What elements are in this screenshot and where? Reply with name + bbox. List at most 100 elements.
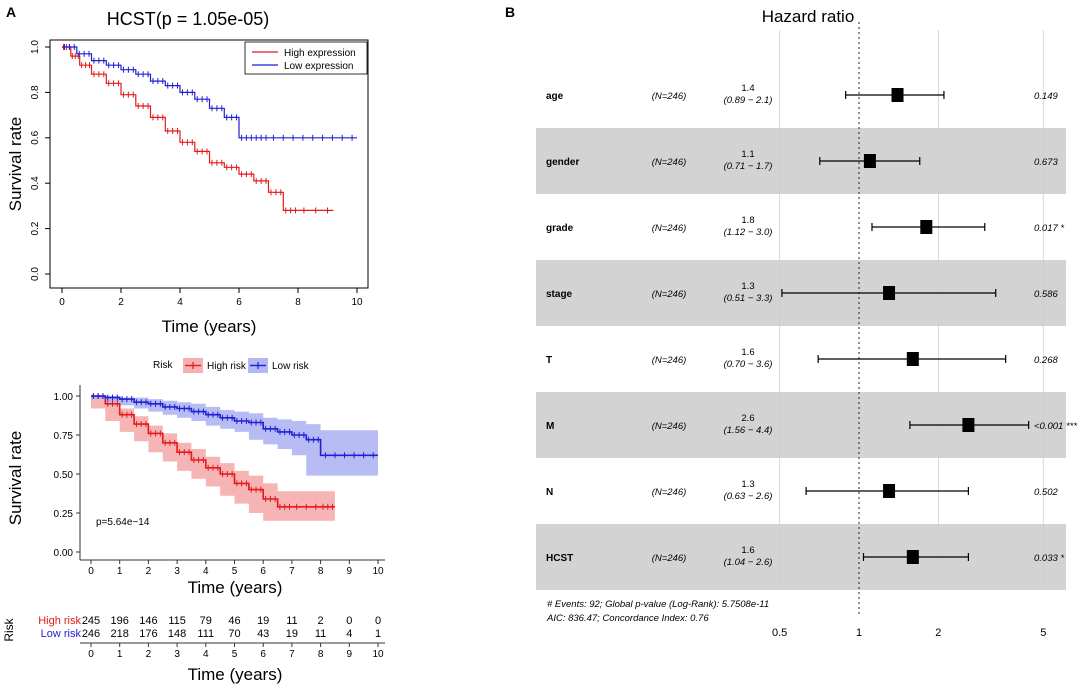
table-cell: 19	[286, 628, 298, 640]
km-plot-risk: 0 1 2 3 4 5 6 7 8 9 10 0.00 0.25 0.50 0.75 1.00 Time (ye…	[6, 358, 385, 597]
ci-text: (0.51 − 3.3)	[724, 293, 773, 304]
x-tick-label: 3	[174, 566, 180, 577]
ci-text: (0.89 − 2.1)	[724, 95, 773, 106]
variable-name: N	[546, 487, 553, 498]
legend-title: Risk	[153, 360, 173, 371]
y-tick-label: 1.0	[30, 40, 41, 54]
x-tick-label: 9	[347, 649, 353, 660]
x-tick-label: 10	[372, 649, 384, 660]
hazard-ratio-point	[883, 484, 896, 498]
x-tick-label: 4	[177, 297, 183, 308]
p-value: 0.673	[1034, 157, 1058, 168]
table-cell: 4	[346, 628, 352, 640]
x-tick-label: 1	[856, 627, 862, 639]
hazard-ratio-point	[891, 88, 904, 102]
x-tick-label: 6	[260, 649, 266, 660]
y-tick-label: 0.25	[54, 509, 74, 520]
variable-name: HCST	[546, 553, 573, 564]
table-cell: 245	[82, 615, 100, 627]
legend-entry: High expression	[284, 48, 356, 59]
panel-label-a: A	[6, 4, 16, 20]
plot-title: Hazard ratio	[762, 7, 855, 26]
p-value: 0.033 *	[1034, 553, 1064, 564]
x-axis-label: Time (years)	[188, 665, 283, 684]
x-tick-label: 1	[117, 649, 123, 660]
y-tick-label: 0.50	[54, 470, 74, 481]
n-count: (N=246)	[652, 553, 687, 564]
x-tick-label: 2	[935, 627, 941, 639]
risk-table: Risk High risk 245 196 146 115 79 46 19 11 2 0 0Low …	[2, 615, 385, 684]
p-value: 0.502	[1034, 487, 1058, 498]
table-cell: 19	[257, 615, 269, 627]
y-tick-label: 0.0	[30, 267, 41, 281]
y-tick-label: 0.00	[54, 548, 74, 559]
x-tick-label: 5	[1040, 627, 1046, 639]
table-cell: 218	[111, 628, 129, 640]
hazard-ratio-point	[883, 286, 896, 300]
p-value: <0.001 ***	[1034, 421, 1077, 432]
table-cell: 115	[168, 615, 186, 627]
x-tick-label: 2	[146, 566, 152, 577]
table-cell: 70	[228, 628, 240, 640]
row-band	[536, 524, 1066, 590]
table-cell: 0	[346, 615, 352, 627]
y-tick-label: 0.8	[30, 85, 41, 99]
panel-label-b: B	[505, 4, 515, 20]
x-tick-label: 2	[146, 649, 152, 660]
confidence-band-0	[91, 396, 335, 521]
table-cell: 176	[139, 628, 157, 640]
table-cell: 0	[375, 615, 381, 627]
x-tick-label: 6	[260, 566, 266, 577]
table-cell: 1	[375, 628, 381, 640]
km-plot-hcst: HCST(p = 1.05e-05) 0 2 4 6 8 10 0.0 0.2 0.4 0.6 0.8…	[6, 9, 369, 336]
table-cell: 196	[111, 615, 129, 627]
legend-entry: Low expression	[284, 61, 353, 72]
plot-title: HCST(p = 1.05e-05)	[107, 9, 270, 29]
x-tick-label: 0	[88, 566, 94, 577]
table-cell: 11	[315, 628, 326, 640]
x-tick-label: 4	[203, 566, 209, 577]
hazard-ratio-value: 2.6	[741, 413, 754, 424]
x-tick-label: 0.5	[772, 627, 787, 639]
table-cell: 246	[82, 628, 100, 640]
variable-name: age	[546, 91, 564, 102]
table-cell: 11	[286, 615, 297, 627]
plot-frame	[49, 39, 369, 289]
x-tick-label: 1	[117, 566, 123, 577]
ci-text: (1.04 − 2.6)	[724, 557, 773, 568]
hazard-ratio-value: 1.3	[741, 479, 754, 490]
x-tick-label: 8	[318, 649, 324, 660]
hazard-ratio-point	[906, 352, 919, 366]
x-axis-label: Time (years)	[162, 317, 257, 336]
x-tick-label: 4	[203, 649, 209, 660]
n-count: (N=246)	[652, 157, 687, 168]
forest-plot: Hazard ratio age (N=246) 1.4(0.89 − 2.1) 0.1…	[536, 7, 1077, 639]
ci-text: (1.12 − 3.0)	[724, 227, 773, 238]
ci-text: (0.63 − 2.6)	[724, 491, 773, 502]
x-tick-label: 10	[351, 297, 363, 308]
x-tick-label: 10	[372, 566, 384, 577]
variable-name: T	[546, 355, 552, 366]
hazard-ratio-point	[863, 154, 876, 168]
survival-curve-1	[91, 395, 378, 457]
x-tick-label: 9	[347, 566, 353, 577]
x-tick-label: 7	[289, 649, 295, 660]
legend-box	[244, 41, 368, 75]
n-count: (N=246)	[652, 289, 687, 300]
table-cell: 43	[257, 628, 269, 640]
y-tick-label: 0.4	[30, 176, 41, 190]
x-tick-label: 3	[174, 649, 180, 660]
hazard-ratio-value: 1.8	[741, 215, 754, 226]
hazard-ratio-point	[906, 550, 919, 564]
n-count: (N=246)	[652, 223, 687, 234]
variable-name: M	[546, 421, 554, 432]
y-tick-label: 0.2	[30, 221, 41, 235]
y-tick-label: 0.75	[54, 431, 74, 442]
p-value: 0.017 *	[1034, 223, 1064, 234]
hazard-ratio-value: 1.3	[741, 281, 754, 292]
x-tick-label: 5	[232, 649, 238, 660]
x-tick-label: 6	[236, 297, 242, 308]
hazard-ratio-value: 1.6	[741, 545, 754, 556]
x-axis-label: Time (years)	[188, 578, 283, 597]
y-axis-label: Survival rate	[6, 431, 25, 525]
